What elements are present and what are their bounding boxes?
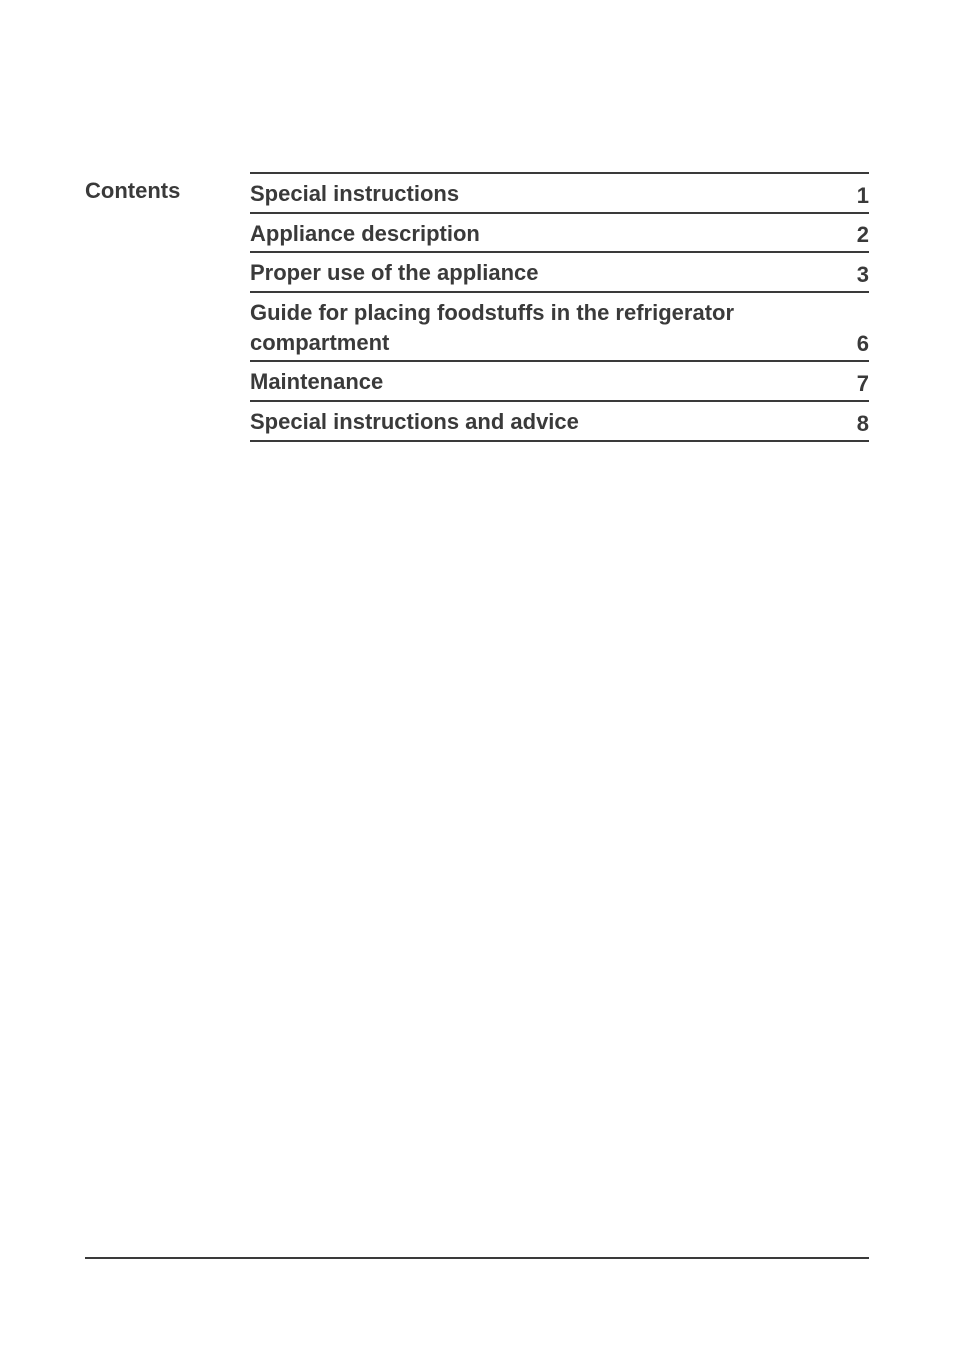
toc-entry-page: 7 <box>857 371 869 397</box>
contents-heading: Contents <box>85 172 250 204</box>
toc-entry-title: Special instructions and advice <box>250 407 599 437</box>
toc-entry: Special instructions 1 <box>250 172 869 212</box>
page-container: Contents Special instructions 1 Applianc… <box>0 0 954 442</box>
toc-entry-title: Appliance description <box>250 219 500 249</box>
footer-divider <box>85 1257 869 1259</box>
toc-entry-page: 6 <box>857 331 869 357</box>
toc-entry-page: 8 <box>857 411 869 437</box>
toc-entry: Guide for placing foodstuffs in the refr… <box>250 291 869 360</box>
toc-entry: Proper use of the appliance 3 <box>250 251 869 291</box>
toc-entry-title: Maintenance <box>250 367 403 397</box>
toc-entry: Special instructions and advice 8 <box>250 400 869 442</box>
toc-entry-page: 1 <box>857 183 869 209</box>
toc-entry-title: Guide for placing foodstuffs in the refr… <box>250 298 857 357</box>
toc-entry-title: Special instructions <box>250 179 479 209</box>
toc-entry-page: 2 <box>857 222 869 248</box>
toc-entry-title: Proper use of the appliance <box>250 258 559 288</box>
contents-wrapper: Contents Special instructions 1 Applianc… <box>85 172 869 442</box>
toc-entry: Maintenance 7 <box>250 360 869 400</box>
toc-entry-page: 3 <box>857 262 869 288</box>
toc-entry: Appliance description 2 <box>250 212 869 252</box>
toc-list: Special instructions 1 Appliance descrip… <box>250 172 869 442</box>
